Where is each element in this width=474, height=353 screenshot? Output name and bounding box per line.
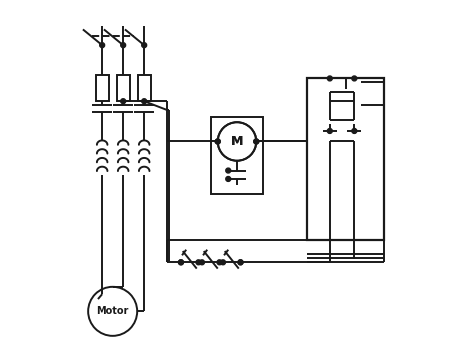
Circle shape [328,128,332,133]
Circle shape [226,176,231,181]
Text: M: M [231,135,243,148]
Circle shape [142,99,146,104]
FancyBboxPatch shape [117,75,130,101]
Circle shape [121,43,126,48]
Circle shape [215,139,220,144]
FancyBboxPatch shape [137,75,151,101]
Circle shape [142,43,146,48]
Circle shape [200,260,204,265]
Circle shape [100,43,105,48]
Circle shape [328,76,332,81]
Circle shape [179,260,183,265]
FancyBboxPatch shape [95,75,109,101]
Text: Motor: Motor [97,306,129,316]
Circle shape [215,139,220,144]
Circle shape [179,260,183,265]
Circle shape [254,139,259,144]
Circle shape [217,260,222,265]
Circle shape [352,76,357,81]
FancyBboxPatch shape [307,78,384,240]
Circle shape [220,260,226,265]
Circle shape [121,99,126,104]
Circle shape [226,168,231,173]
Text: M: M [231,135,243,148]
Circle shape [196,260,201,265]
FancyBboxPatch shape [211,117,263,194]
Circle shape [238,260,243,265]
Circle shape [352,128,357,133]
Circle shape [238,260,243,265]
Circle shape [254,139,259,144]
